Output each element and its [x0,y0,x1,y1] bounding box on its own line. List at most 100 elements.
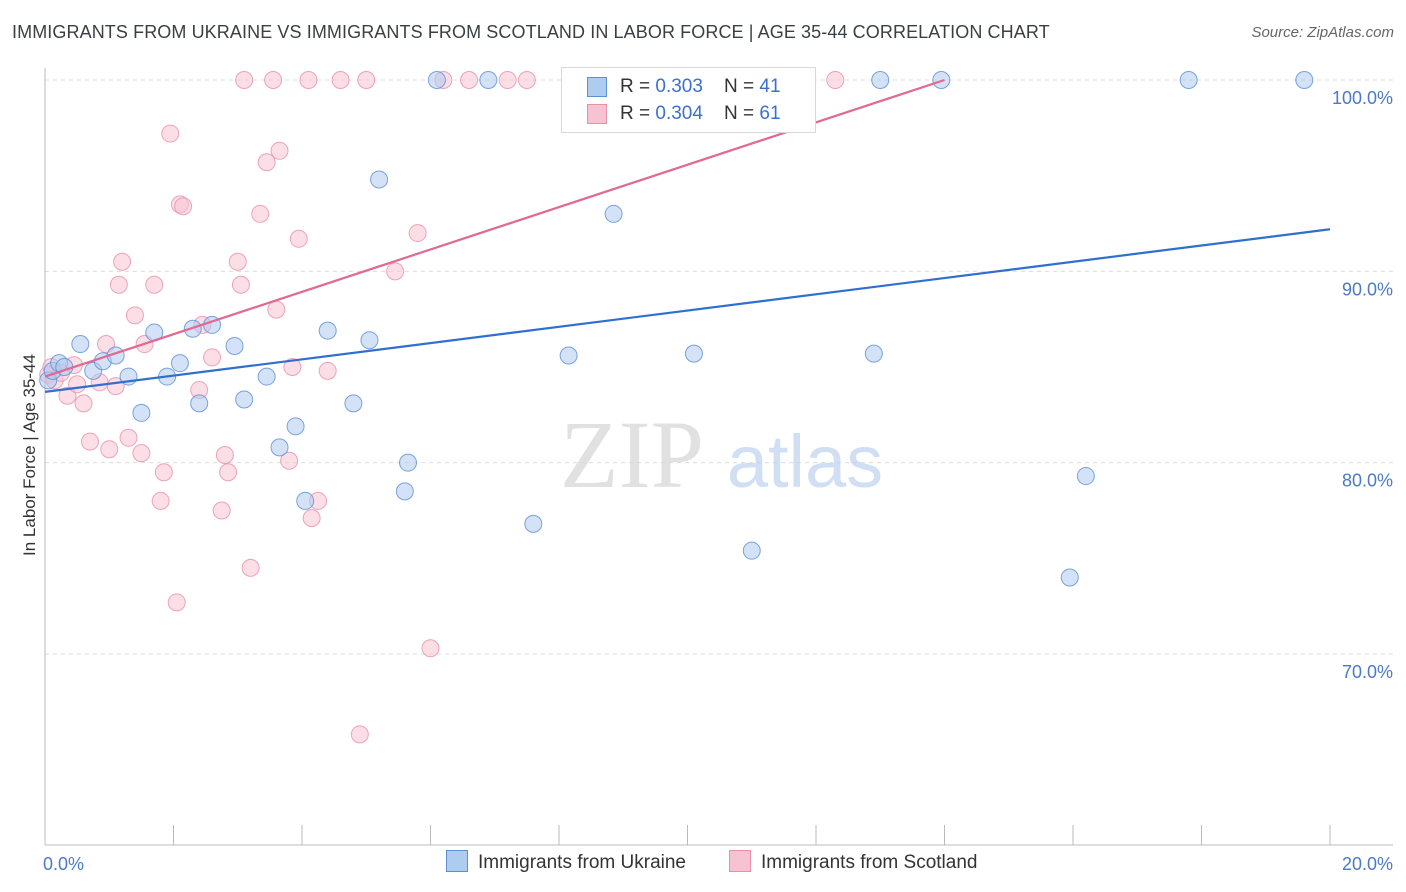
ukraine-point [427,71,446,89]
scotland-point [125,306,144,325]
ukraine-point [1179,71,1198,89]
y-tick-label: 70.0% [1342,662,1393,682]
ukraine-point [399,453,418,472]
scotland-point [58,386,77,405]
ukraine-point [132,403,151,422]
scotland-point [161,124,180,143]
scotland-point [174,197,193,216]
scotland-point [460,71,479,89]
scotland-point [289,229,308,248]
scotland-point [498,71,517,89]
ukraine-point [170,354,189,373]
ukraine-point [395,482,414,501]
y-tick-label: 100.0% [1332,88,1393,108]
legend-scotland-n-label: N = [724,103,760,124]
ukraine-trend-line [44,228,1331,393]
scotland-point [280,451,299,470]
ukraine-point [871,71,890,89]
bottom-legend-scotland-label: Immigrants from Scotland [761,852,978,874]
source-credit: Source: ZipAtlas.com [1251,24,1394,41]
ukraine-point [360,331,379,350]
scotland-point [264,71,283,89]
x-tick-label-left: 0.0% [43,854,84,874]
scotland-point [151,491,170,510]
scotland-point [331,71,350,89]
scotland-point [145,275,164,294]
scotland-point [119,428,138,447]
scotland-point [283,358,302,376]
scotland-point [267,300,286,319]
stats-legend: R = 0.303 N = 41 R = 0.304 N = 61 [561,67,816,133]
y-tick-label: 80.0% [1342,471,1393,491]
scotland-point [68,375,87,394]
legend-ukraine-r-value: 0.303 [655,76,703,97]
scotland-point [109,275,128,294]
ukraine-point [318,321,337,340]
scotland-point [826,71,845,89]
scotland-point [231,275,250,294]
ukraine-point [864,344,883,363]
legend-ukraine-n-label: N = [724,76,760,97]
bottom-legend-ukraine: Immigrants from Ukraine [446,850,686,874]
axes [44,68,1393,846]
legend-scotland-r-value: 0.304 [655,103,703,124]
scotland-point [219,463,238,482]
chart-title: IMMIGRANTS FROM UKRAINE VS IMMIGRANTS FR… [12,22,1050,42]
ukraine-point [257,367,276,386]
scotland-point [97,335,116,354]
ukraine-point [479,71,498,89]
ukraine-point [1060,568,1079,587]
scotland-point [100,440,119,459]
scotland-point [251,204,270,223]
ukraine-point [370,170,389,189]
ukraine-point [604,204,623,223]
ukraine-points [39,71,1314,587]
ukraine-point [190,394,209,413]
bottom-legend-ukraine-label: Immigrants from Ukraine [478,852,686,874]
scotland-point [228,252,247,271]
scotland-point [215,446,234,465]
scotland-point [386,262,405,281]
scotland-point [517,71,536,89]
scotland-point [357,71,376,89]
legend-swatch-scotland [587,104,607,124]
ukraine-point [524,514,543,533]
ukraine-point [235,390,254,409]
scotland-point [257,153,276,172]
ukraine-point [344,394,363,413]
legend-scotland-n-value: 61 [759,103,781,124]
scotland-point [203,348,222,367]
ukraine-point [742,541,761,560]
bottom-legend-scotland: Immigrants from Scotland [729,850,978,874]
scotland-point [132,444,151,463]
legend-swatch-ukraine [587,77,607,97]
legend-ukraine-r-label: R = [620,76,656,97]
ukraine-point [684,344,703,363]
ukraine-point [296,491,315,510]
watermark-zip: ZIP [560,401,704,508]
ukraine-point [1295,71,1314,89]
scotland-point [318,361,337,380]
scotland-point [154,463,173,482]
x-tick-label-right: 20.0% [1342,854,1393,874]
scotland-point [167,593,186,612]
watermark: ZIP atlas [560,401,883,508]
tick-labels: 100.0% 90.0% 80.0% 70.0% 0.0% 20.0% [43,88,1393,874]
scotland-point [74,394,93,413]
ukraine-point [559,346,578,365]
ukraine-point [270,438,289,457]
ukraine-point [286,417,305,436]
scotland-point [350,725,369,744]
scotland-point [270,141,289,160]
scotland-point [241,558,260,577]
watermark-atlas: atlas [727,420,883,503]
y-tick-label: 90.0% [1342,279,1393,299]
scotland-point [113,252,132,271]
scotland-point [302,509,321,528]
scotland-point [235,71,254,89]
scotland-point [408,224,427,243]
scotland-points [39,71,845,744]
scotland-point [299,71,318,89]
ukraine-point [225,336,244,355]
